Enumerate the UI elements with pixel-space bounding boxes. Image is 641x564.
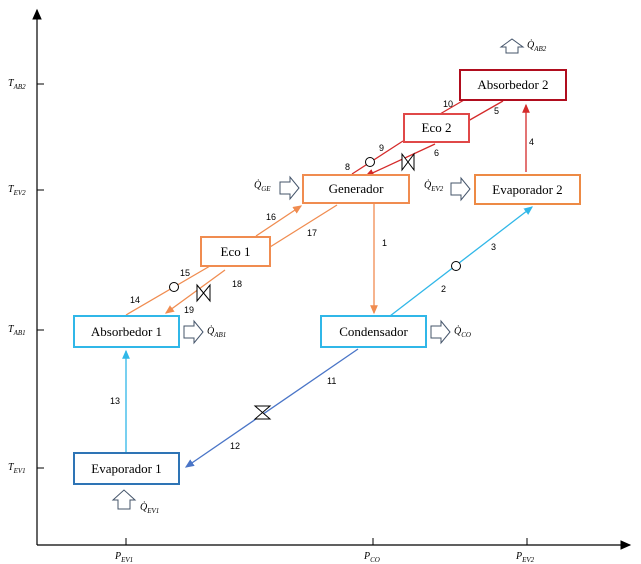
pump-9: [365, 157, 375, 167]
condensador-box: Condensador: [320, 315, 427, 348]
stream-11-12: [184, 348, 359, 468]
x-label-pco: PCO: [364, 551, 380, 564]
stream-17: [269, 204, 338, 248]
y-label-tab2: TAB2: [8, 78, 26, 91]
q-ab2-label: Q̇AB2: [527, 40, 547, 53]
stream-label-6: 6: [434, 148, 440, 158]
generador-box: Generador: [302, 174, 410, 204]
heat-arrow-co: [430, 319, 451, 345]
stream-label-15: 15: [180, 268, 191, 278]
stream-label-17: 17: [307, 228, 318, 238]
stream-label-19: 19: [184, 305, 195, 315]
valve-18: [196, 283, 211, 303]
heat-arrow-ev2: [450, 176, 471, 202]
evaporador1-box: Evaporador 1: [73, 452, 180, 485]
stream-5: [467, 100, 504, 122]
y-label-tab1: TAB1: [8, 324, 26, 337]
q-ge-label: Q̇GE: [254, 180, 271, 193]
stream-18-19: [164, 269, 226, 314]
stream-16: [255, 205, 303, 237]
stream-label-14: 14: [130, 295, 141, 305]
stream-6: [364, 143, 436, 177]
stream-label-9: 9: [379, 143, 385, 153]
valve-6: [401, 152, 415, 172]
evaporador2-box: Evaporador 2: [474, 174, 581, 205]
q-ab1-label: Q̇AB1: [207, 326, 227, 339]
absorbedor2-box: Absorbedor 2: [459, 69, 567, 101]
heat-arrow-ab2: [499, 38, 525, 54]
stream-label-5: 5: [494, 106, 500, 116]
heat-arrow-ab1: [183, 319, 204, 345]
stream-label-13: 13: [110, 396, 121, 406]
pump-2: [451, 261, 461, 271]
x-label-pev2: PEV2: [516, 551, 535, 564]
stream-label-3: 3: [491, 242, 497, 252]
stream-label-12: 12: [230, 441, 241, 451]
stream-label-1: 1: [382, 238, 388, 248]
valve-11: [253, 405, 272, 420]
stream-label-16: 16: [266, 212, 277, 222]
q-co-label: Q̇CO: [454, 326, 471, 339]
eco2-box: Eco 2: [403, 113, 470, 143]
stream-label-11: 11: [327, 376, 337, 386]
heat-arrow-ev1: [111, 489, 137, 510]
stream-8-9: [351, 140, 404, 175]
eco1-box: Eco 1: [200, 236, 271, 267]
stream-label-2: 2: [441, 284, 447, 294]
stream-label-8: 8: [345, 162, 351, 172]
q-ev2-label: Q̇EV2: [424, 180, 444, 193]
q-ev1-label: Q̇EV1: [140, 502, 160, 515]
y-label-tev1: TEV1: [8, 462, 26, 475]
stream-2-3: [389, 206, 534, 317]
pump-15: [169, 282, 179, 292]
stream-label-4: 4: [529, 137, 535, 147]
stream-label-10: 10: [443, 99, 454, 109]
y-label-tev2: TEV2: [8, 184, 26, 197]
x-label-pev1: PEV1: [115, 551, 134, 564]
heat-arrow-ge: [279, 175, 300, 201]
stream-label-18: 18: [232, 279, 243, 289]
absorbedor1-box: Absorbedor 1: [73, 315, 180, 348]
stream-14-15: [125, 265, 211, 316]
